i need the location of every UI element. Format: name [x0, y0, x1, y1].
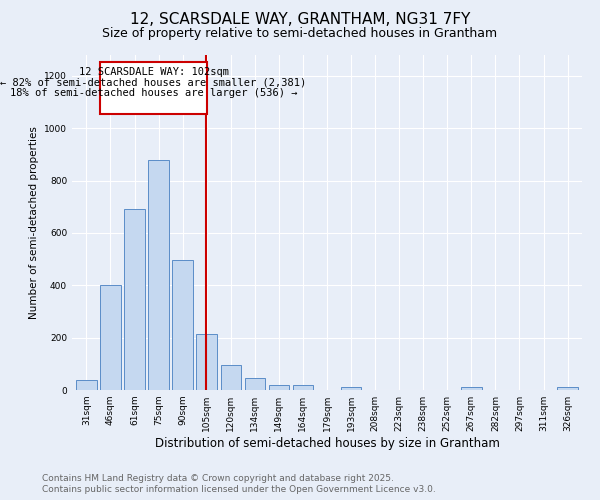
- Bar: [341, 388, 361, 390]
- Bar: [196, 334, 217, 390]
- Bar: [76, 380, 97, 390]
- Text: Size of property relative to semi-detached houses in Grantham: Size of property relative to semi-detach…: [103, 28, 497, 40]
- Bar: [148, 160, 169, 390]
- Y-axis label: Number of semi-detached properties: Number of semi-detached properties: [29, 126, 38, 319]
- Bar: [221, 365, 241, 390]
- Bar: [293, 385, 313, 390]
- Text: 12, SCARSDALE WAY, GRANTHAM, NG31 7FY: 12, SCARSDALE WAY, GRANTHAM, NG31 7FY: [130, 12, 470, 28]
- Bar: [245, 378, 265, 390]
- Bar: [100, 62, 208, 114]
- Text: ← 82% of semi-detached houses are smaller (2,381): ← 82% of semi-detached houses are smalle…: [1, 77, 307, 87]
- Bar: [172, 260, 193, 390]
- Bar: [124, 210, 145, 390]
- Bar: [461, 388, 482, 390]
- X-axis label: Distribution of semi-detached houses by size in Grantham: Distribution of semi-detached houses by …: [155, 437, 499, 450]
- Text: 12 SCARSDALE WAY: 102sqm: 12 SCARSDALE WAY: 102sqm: [79, 68, 229, 78]
- Bar: [557, 388, 578, 390]
- Text: 18% of semi-detached houses are larger (536) →: 18% of semi-detached houses are larger (…: [10, 88, 298, 98]
- Bar: [100, 286, 121, 390]
- Bar: [269, 385, 289, 390]
- Text: Contains HM Land Registry data © Crown copyright and database right 2025.
Contai: Contains HM Land Registry data © Crown c…: [42, 474, 436, 494]
